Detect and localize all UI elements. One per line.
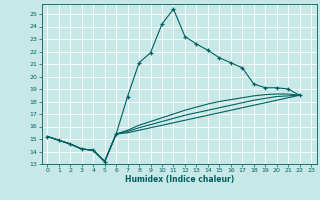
X-axis label: Humidex (Indice chaleur): Humidex (Indice chaleur): [124, 175, 234, 184]
